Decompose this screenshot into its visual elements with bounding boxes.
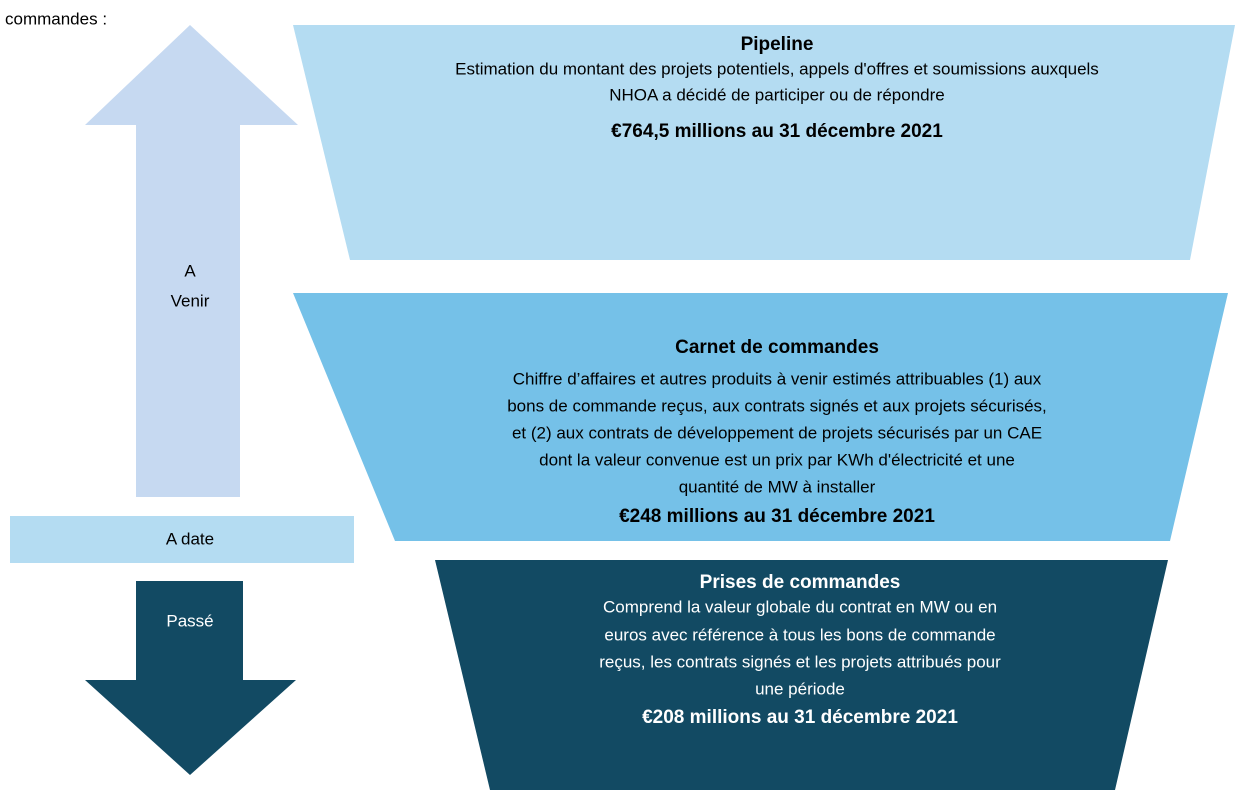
section-text: bons de commande reçus, aux contrats sig…	[507, 396, 1047, 415]
section-text: dont la valeur convenue est un prix par …	[539, 450, 1015, 469]
funnel-top	[293, 25, 1235, 260]
section-title: Pipeline	[741, 34, 814, 55]
section-text: Comprend la valeur globale du contrat en…	[603, 597, 997, 616]
section-value: €208 millions au 31 décembre 2021	[642, 707, 958, 728]
intro: commandes :	[5, 9, 107, 28]
section-text: NHOA a décidé de participer ou de répond…	[609, 85, 944, 104]
section-title: Carnet de commandes	[675, 337, 879, 358]
today-label: A date	[166, 529, 214, 548]
section-text: euros avec référence à tous les bons de …	[604, 625, 995, 644]
section-text: Chiffre d’affaires et autres produits à …	[513, 369, 1042, 388]
today-bar	[10, 516, 354, 563]
up-label: Venir	[171, 291, 210, 310]
section-text: reçus, les contrats signés et les projet…	[599, 652, 1001, 671]
section-text: Estimation du montant des projets potent…	[455, 59, 1099, 78]
funnel-bottom	[435, 560, 1168, 790]
section-value: €248 millions au 31 décembre 2021	[619, 506, 935, 527]
section-title: Prises de commandes	[700, 572, 901, 593]
up-arrow	[85, 25, 298, 497]
section-text: une période	[755, 679, 845, 698]
section-value: €764,5 millions au 31 décembre 2021	[611, 121, 943, 142]
up-label: A	[184, 261, 196, 280]
down-arrow	[85, 581, 296, 775]
section-text: quantité de MW à installer	[679, 477, 876, 496]
section-text: et (2) aux contrats de développement de …	[512, 423, 1042, 442]
funnel-middle	[293, 293, 1228, 541]
down-label: Passé	[166, 611, 213, 630]
